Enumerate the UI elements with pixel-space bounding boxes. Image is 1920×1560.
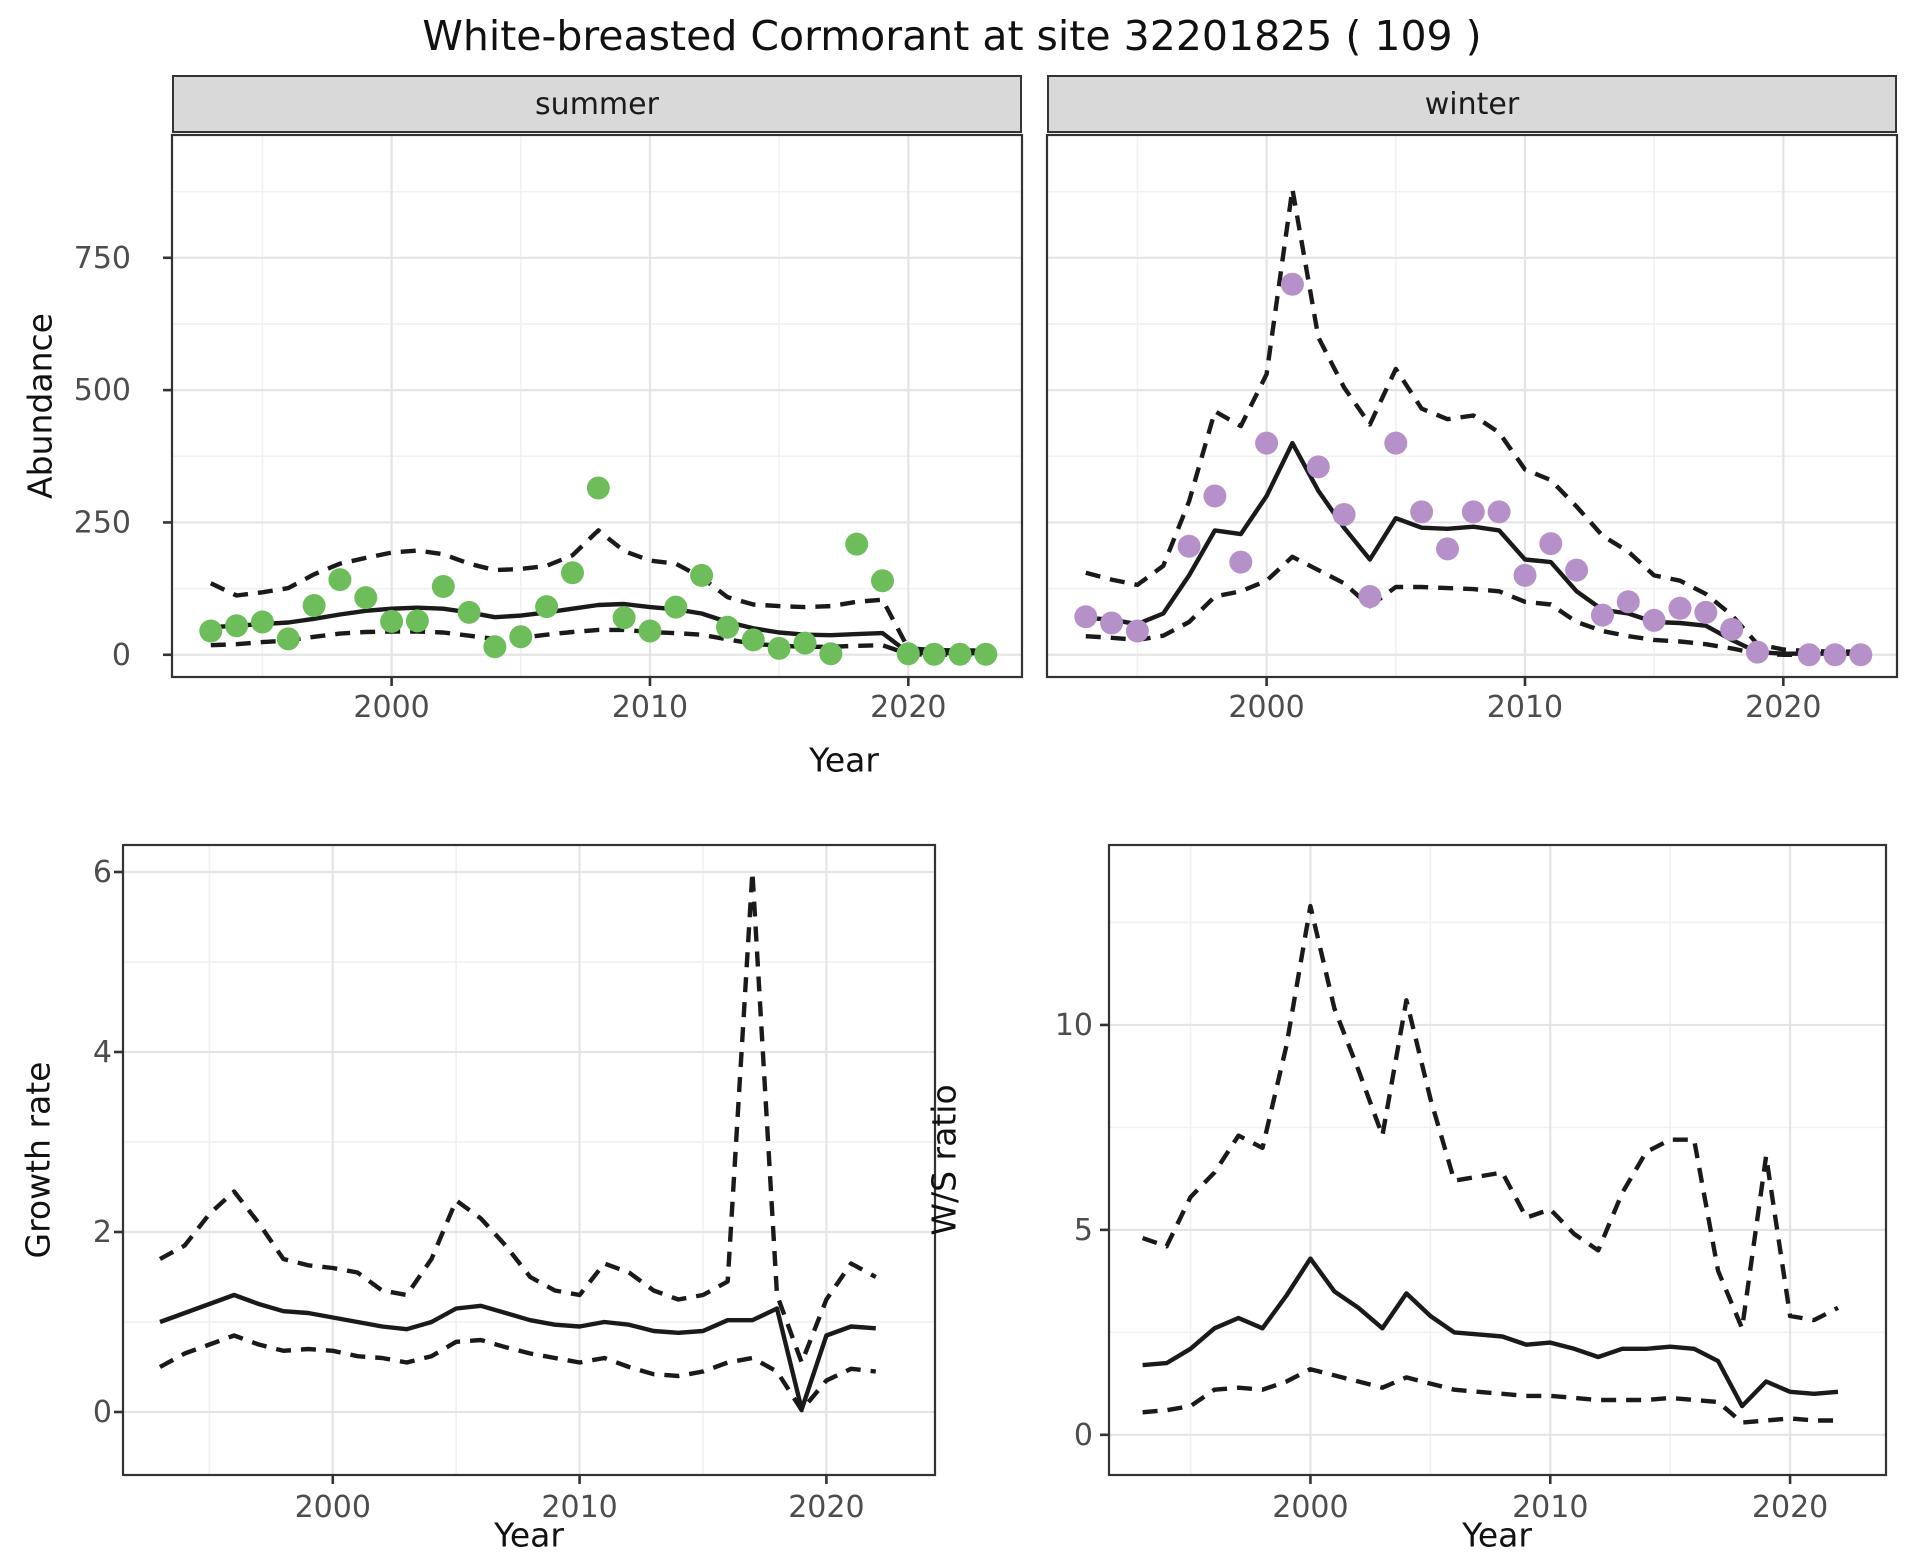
abundance-x-axis-title: Year	[809, 740, 879, 780]
y-axis-tick-label: 5	[1074, 1213, 1093, 1248]
ws-ratio-x-axis-title: Year	[1462, 1515, 1532, 1555]
gridlines	[1109, 845, 1886, 1475]
x-axis-tick-label: 2020	[870, 690, 946, 725]
y-axis-tick-label: 10	[1055, 1008, 1093, 1043]
winter-observation-points	[1074, 272, 1873, 667]
growth-rate-lower-ci-line	[158, 1333, 877, 1413]
abundance-y-axis-title: Abundance	[20, 313, 60, 499]
growth-rate-y-axis-title: Growth rate	[18, 1061, 58, 1259]
growth-rate-upper-ci-line	[158, 869, 877, 1365]
x-axis-tick-label: 2020	[788, 1490, 864, 1525]
panel-frame: 2000 2010 2020 0 250 500 750	[74, 133, 1024, 725]
ws-ratio-lower-ci-line	[1142, 1367, 1838, 1425]
x-axis-tick-label: 2020	[1752, 1490, 1828, 1525]
y-axis-tick-label: 250	[74, 505, 131, 540]
facet-strip-summer-label: summer	[535, 86, 659, 122]
x-axis-tick-label: 2000	[1272, 1490, 1348, 1525]
winter-upper-ci-line	[1085, 186, 1861, 654]
figure-title: White-breasted Cormorant at site 3220182…	[422, 12, 1482, 60]
winter-lower-ci-line	[1085, 554, 1861, 657]
facet-strip-winter-label: winter	[1424, 86, 1520, 122]
x-axis-tick-label: 2000	[353, 690, 429, 725]
y-axis-tick-label: 2	[93, 1215, 112, 1250]
facet-strip-winter: winter	[1047, 75, 1897, 133]
facet-strip-summer: summer	[172, 75, 1022, 133]
y-axis-tick-label: 750	[74, 241, 131, 276]
x-axis-tick-label: 2020	[1745, 690, 1821, 725]
summer-fit-line	[210, 601, 986, 656]
panel-abundance-summer: 2000 2010 2020 0 250 500 750	[74, 133, 1024, 725]
x-axis-tick-label: 2000	[1228, 690, 1304, 725]
gridlines	[123, 845, 935, 1475]
y-axis-tick-label: 6	[93, 855, 112, 890]
growth-rate-x-axis-title: Year	[494, 1515, 564, 1555]
panel-abundance-winter: 2000 2010 2020	[1045, 133, 1899, 725]
x-axis-tick-label: 2010	[541, 1490, 617, 1525]
y-axis-tick-label: 0	[112, 638, 131, 673]
gridlines	[172, 135, 1022, 677]
summer-lower-ci-line	[210, 627, 986, 657]
winter-fit-line	[1085, 440, 1861, 656]
summer-observation-points	[199, 476, 998, 666]
panel-growth-rate: 2000 2010 2020 0 2 4 6	[93, 843, 937, 1525]
x-axis-tick-label: 2010	[1512, 1490, 1588, 1525]
panel-frame: 2000 2010 2020 0 2 4 6	[93, 843, 937, 1525]
y-axis-tick-label: 4	[93, 1035, 112, 1070]
gridlines	[1047, 135, 1897, 677]
y-axis-tick-label: 0	[1074, 1418, 1093, 1453]
x-axis-tick-label: 2010	[1487, 690, 1563, 725]
ws-ratio-y-axis-title: W/S ratio	[924, 1084, 964, 1236]
ws-ratio-upper-ci-line	[1141, 903, 1840, 1331]
x-axis-tick-label: 2010	[612, 690, 688, 725]
panel-frame: 2000 2010 2020	[1045, 133, 1899, 725]
summer-upper-ci-line	[209, 528, 986, 653]
panel-frame: 2000 2010 2020 0 5 10	[1055, 843, 1888, 1525]
ws-ratio-fit-line	[1142, 1256, 1839, 1409]
y-axis-tick-label: 500	[74, 373, 131, 408]
panel-ws-ratio: 2000 2010 2020 0 5 10	[1055, 843, 1888, 1525]
x-axis-tick-label: 2000	[295, 1490, 371, 1525]
y-axis-tick-label: 0	[93, 1395, 112, 1430]
growth-rate-fit-line	[159, 1292, 876, 1412]
